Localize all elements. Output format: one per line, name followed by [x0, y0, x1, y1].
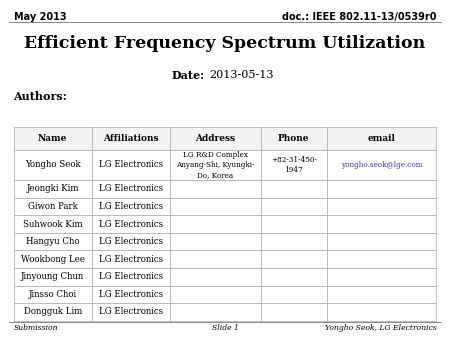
Bar	[14, 303, 92, 321]
Bar	[327, 303, 436, 321]
Bar	[261, 215, 327, 233]
Bar	[170, 180, 261, 198]
Text: Date:: Date:	[171, 70, 205, 81]
Bar	[327, 268, 436, 286]
Bar	[14, 268, 92, 286]
Bar	[261, 198, 327, 215]
Text: LG Electronics: LG Electronics	[99, 290, 163, 299]
Text: Submission: Submission	[14, 324, 58, 333]
Text: doc.: IEEE 802.11-13/0539r0: doc.: IEEE 802.11-13/0539r0	[282, 12, 436, 22]
Bar	[14, 127, 92, 150]
Text: LG Electronics: LG Electronics	[99, 161, 163, 169]
Text: yongho.seok@lge.com: yongho.seok@lge.com	[341, 161, 422, 169]
Bar	[92, 303, 170, 321]
Text: Yongho Seok, LG Electronics: Yongho Seok, LG Electronics	[325, 324, 436, 333]
Bar	[327, 180, 436, 198]
Bar	[327, 250, 436, 268]
Text: Affiliations: Affiliations	[103, 134, 159, 143]
Bar	[92, 150, 170, 180]
Text: Address: Address	[195, 134, 235, 143]
Bar	[327, 233, 436, 250]
Bar	[92, 233, 170, 250]
Text: Giwon Park: Giwon Park	[28, 202, 77, 211]
Bar	[261, 268, 327, 286]
Text: LG Electronics: LG Electronics	[99, 308, 163, 316]
Bar	[14, 215, 92, 233]
Bar	[327, 286, 436, 303]
Bar	[261, 180, 327, 198]
Bar	[92, 268, 170, 286]
Bar	[92, 180, 170, 198]
Bar	[92, 198, 170, 215]
Bar	[327, 215, 436, 233]
Text: LG Electronics: LG Electronics	[99, 220, 163, 228]
Bar	[170, 268, 261, 286]
Text: LG Electronics: LG Electronics	[99, 202, 163, 211]
Text: Jinsso Choi: Jinsso Choi	[28, 290, 76, 299]
Bar	[170, 303, 261, 321]
Bar	[170, 198, 261, 215]
Bar	[14, 286, 92, 303]
Bar	[261, 286, 327, 303]
Text: LG R&D Complex
Anyang-Shi, Kyungki-
Do, Korea: LG R&D Complex Anyang-Shi, Kyungki- Do, …	[176, 151, 255, 179]
Bar	[170, 286, 261, 303]
Text: 2013-05-13: 2013-05-13	[209, 70, 274, 80]
Text: May 2013: May 2013	[14, 12, 66, 22]
Bar	[327, 198, 436, 215]
Bar	[92, 286, 170, 303]
Bar	[261, 233, 327, 250]
Bar	[170, 215, 261, 233]
Text: Yongho Seok: Yongho Seok	[25, 161, 81, 169]
Text: LG Electronics: LG Electronics	[99, 272, 163, 281]
Text: Authors:: Authors:	[14, 91, 67, 102]
Bar	[170, 233, 261, 250]
Bar	[170, 150, 261, 180]
Text: Slide 1: Slide 1	[212, 324, 239, 333]
Bar	[14, 150, 92, 180]
Text: Efficient Frequency Spectrum Utilization: Efficient Frequency Spectrum Utilization	[24, 35, 426, 52]
Text: LG Electronics: LG Electronics	[99, 185, 163, 193]
Bar	[92, 215, 170, 233]
Text: Phone: Phone	[278, 134, 310, 143]
Text: email: email	[368, 134, 396, 143]
Bar	[261, 303, 327, 321]
Text: Suhwook Kim: Suhwook Kim	[23, 220, 82, 228]
Bar	[261, 250, 327, 268]
Bar	[92, 127, 170, 150]
Text: LG Electronics: LG Electronics	[99, 255, 163, 264]
Bar	[14, 233, 92, 250]
Text: Dongguk Lim: Dongguk Lim	[23, 308, 82, 316]
Bar	[92, 250, 170, 268]
Text: +82-31-450-
1947: +82-31-450- 1947	[271, 156, 317, 174]
Text: LG Electronics: LG Electronics	[99, 237, 163, 246]
Bar	[170, 250, 261, 268]
Text: Jeongki Kim: Jeongki Kim	[27, 185, 79, 193]
Bar	[327, 127, 436, 150]
Bar	[14, 250, 92, 268]
Bar	[327, 150, 436, 180]
Bar	[170, 127, 261, 150]
Bar	[261, 150, 327, 180]
Bar	[14, 198, 92, 215]
Text: Name: Name	[38, 134, 68, 143]
Bar	[14, 180, 92, 198]
Text: Hangyu Cho: Hangyu Cho	[26, 237, 79, 246]
Text: Wookbong Lee: Wookbong Lee	[21, 255, 85, 264]
Text: Jinyoung Chun: Jinyoung Chun	[21, 272, 84, 281]
Bar	[261, 127, 327, 150]
